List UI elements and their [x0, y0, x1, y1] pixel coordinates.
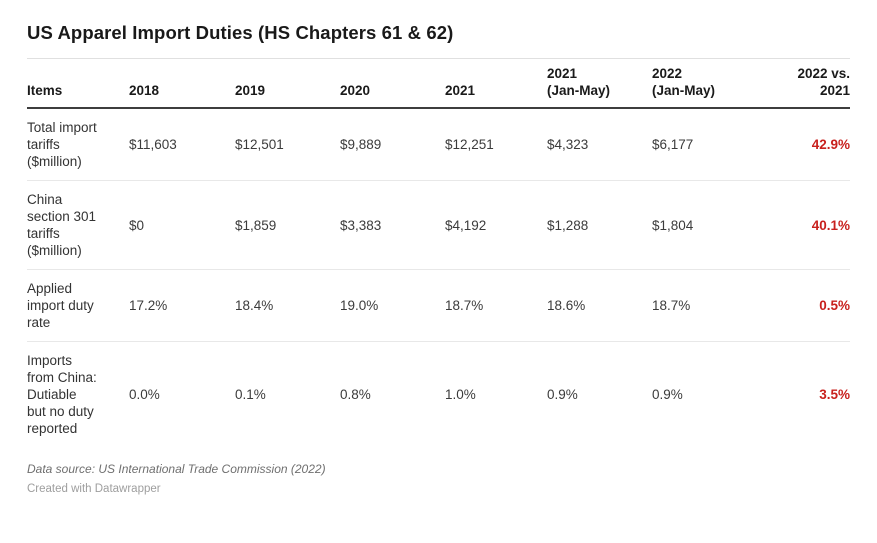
- table-row-applied-import-duty-rate: Applied import duty rate 17.2% 18.4% 19.…: [27, 269, 850, 342]
- cell: 0.9%: [547, 387, 578, 402]
- cell: $12,501: [235, 108, 340, 181]
- import-duties-table: Items 2018 2019 2020 2021 2021 (Jan-May)…: [27, 58, 850, 447]
- datawrapper-credit[interactable]: Created with Datawrapper: [27, 483, 161, 495]
- cell: 18.4%: [235, 269, 340, 342]
- cell: 18.6%: [547, 269, 652, 342]
- cell: 0.0%: [129, 387, 160, 402]
- table-body: Total import tariffs ($million) $11,603 …: [27, 108, 850, 447]
- row-label: Imports from China: Dutiable but no duty…: [27, 353, 97, 436]
- cell: $6,177: [652, 108, 751, 181]
- change-cell: 42.9%: [751, 108, 850, 181]
- change-cell: 0.5%: [751, 269, 850, 342]
- column-header-2021-jan-may: 2021 (Jan-May): [547, 58, 652, 109]
- table-row-china-section-301: China section 301 tariffs ($million) $0 …: [27, 180, 850, 270]
- column-header-items: Items: [27, 58, 129, 109]
- cell: 0.8%: [340, 387, 371, 402]
- cell: $3,383: [340, 180, 445, 270]
- cell: $1,859: [235, 180, 340, 270]
- cell: 0.9%: [652, 387, 683, 402]
- cell: $11,603: [129, 108, 235, 181]
- cell: 18.7%: [445, 269, 547, 342]
- cell: 18.7%: [652, 269, 751, 342]
- row-label: Total import tariffs ($million): [27, 108, 129, 181]
- column-header-2018: 2018: [129, 58, 235, 109]
- cell: $1,804: [652, 180, 751, 270]
- column-header-2020: 2020: [340, 58, 445, 109]
- table-row-imports-from-china-dutiable: Imports from China: Dutiable but no duty…: [27, 342, 850, 448]
- table-header: Items 2018 2019 2020 2021 2021 (Jan-May)…: [27, 58, 850, 109]
- column-header-2021: 2021: [445, 58, 547, 109]
- data-source: Data source: US International Trade Comm…: [27, 462, 326, 476]
- row-label: Applied import duty rate: [27, 269, 129, 342]
- column-header-2019: 2019: [235, 58, 340, 109]
- column-header-2022-vs-2021: 2022 vs. 2021: [751, 58, 850, 109]
- chart-title: US Apparel Import Duties (HS Chapters 61…: [27, 22, 454, 43]
- cell: 19.0%: [340, 269, 445, 342]
- table-row-total-import-tariffs: Total import tariffs ($million) $11,603 …: [27, 108, 850, 181]
- cell: 1.0%: [445, 387, 476, 402]
- change-cell: 40.1%: [751, 180, 850, 270]
- cell: $1,288: [547, 180, 652, 270]
- column-header-2022-jan-may: 2022 (Jan-May): [652, 58, 751, 109]
- cell: 0.1%: [235, 387, 266, 402]
- change-cell: 3.5%: [819, 387, 850, 402]
- header-row: Items 2018 2019 2020 2021 2021 (Jan-May)…: [27, 58, 850, 109]
- row-label: China section 301 tariffs ($million): [27, 180, 129, 270]
- cell: $4,323: [547, 108, 652, 181]
- chart-footer: Data source: US International Trade Comm…: [27, 461, 850, 497]
- cell: $12,251: [445, 108, 547, 181]
- cell: $4,192: [445, 180, 547, 270]
- cell: 17.2%: [129, 269, 235, 342]
- cell: $9,889: [340, 108, 445, 181]
- cell: $0: [129, 180, 235, 270]
